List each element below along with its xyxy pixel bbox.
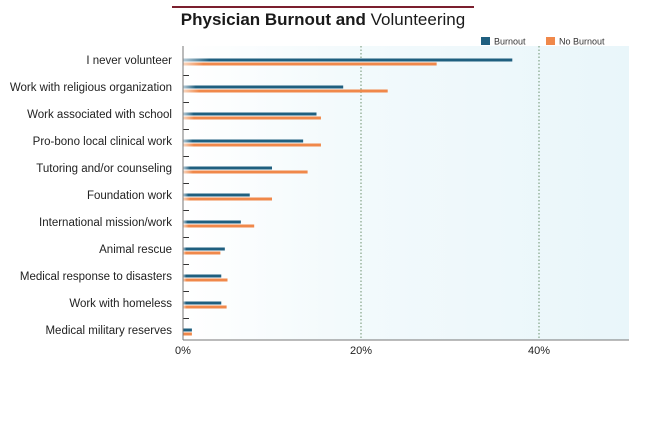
bar-no-burnout-8 — [183, 278, 228, 282]
category-label: Tutoring and/or counseling — [36, 163, 172, 175]
category-label: Work associated with school — [27, 109, 172, 121]
bar-burnout-0 — [183, 58, 513, 62]
bar-no-burnout-6 — [183, 224, 255, 228]
bar-burnout-7 — [183, 247, 225, 251]
x-tick-labels: 0% 20% 40% — [175, 345, 550, 357]
bar-no-burnout-7 — [183, 251, 221, 255]
x-tick-label: 40% — [528, 345, 550, 357]
x-tick-label: 0% — [175, 345, 191, 357]
grid-lines — [360, 46, 540, 340]
bar-no-burnout-3 — [183, 143, 321, 147]
bar-no-burnout-9 — [183, 305, 227, 309]
title-rule — [172, 6, 474, 8]
bar-burnout-3 — [183, 139, 304, 143]
bar-burnout-4 — [183, 166, 272, 170]
category-label: Medical military reserves — [45, 325, 172, 337]
legend: Burnout No Burnout — [481, 37, 605, 47]
bar-no-burnout-5 — [183, 197, 272, 201]
bars — [183, 58, 513, 336]
category-label: International mission/work — [39, 217, 172, 229]
category-label: Pro-bono local clinical work — [33, 136, 173, 148]
bar-no-burnout-2 — [183, 116, 321, 120]
bar-no-burnout-4 — [183, 170, 308, 174]
category-label: Medical response to disasters — [20, 271, 172, 283]
category-label: Foundation work — [87, 190, 172, 202]
legend-swatch-no-burnout — [546, 37, 555, 45]
bar-burnout-5 — [183, 193, 250, 197]
category-labels: I never volunteer Work with religious org… — [10, 55, 172, 337]
bar-burnout-10 — [183, 328, 192, 332]
category-label: Work with religious organization — [10, 82, 172, 94]
chart-title-bold: Physician Burnout and — [180, 10, 366, 29]
bar-burnout-9 — [183, 301, 222, 305]
plot-background — [183, 46, 629, 340]
category-label: Work with homeless — [69, 298, 172, 310]
bar-no-burnout-1 — [183, 89, 388, 93]
x-tick-label: 20% — [350, 345, 372, 357]
legend-swatch-burnout — [481, 37, 490, 45]
legend-label-no-burnout: No Burnout — [559, 37, 605, 47]
bar-no-burnout-10 — [183, 332, 192, 336]
chart-title-rest: Volunteering — [365, 10, 466, 29]
bar-burnout-6 — [183, 220, 241, 224]
bar-burnout-1 — [183, 85, 344, 89]
bar-burnout-2 — [183, 112, 317, 116]
category-label: Animal rescue — [99, 244, 172, 256]
category-label: I never volunteer — [86, 55, 172, 67]
legend-label-burnout: Burnout — [494, 37, 526, 47]
bar-no-burnout-0 — [183, 62, 437, 66]
chart-title: Physician Burnout and Volunteering — [172, 10, 474, 30]
bar-burnout-8 — [183, 274, 222, 278]
